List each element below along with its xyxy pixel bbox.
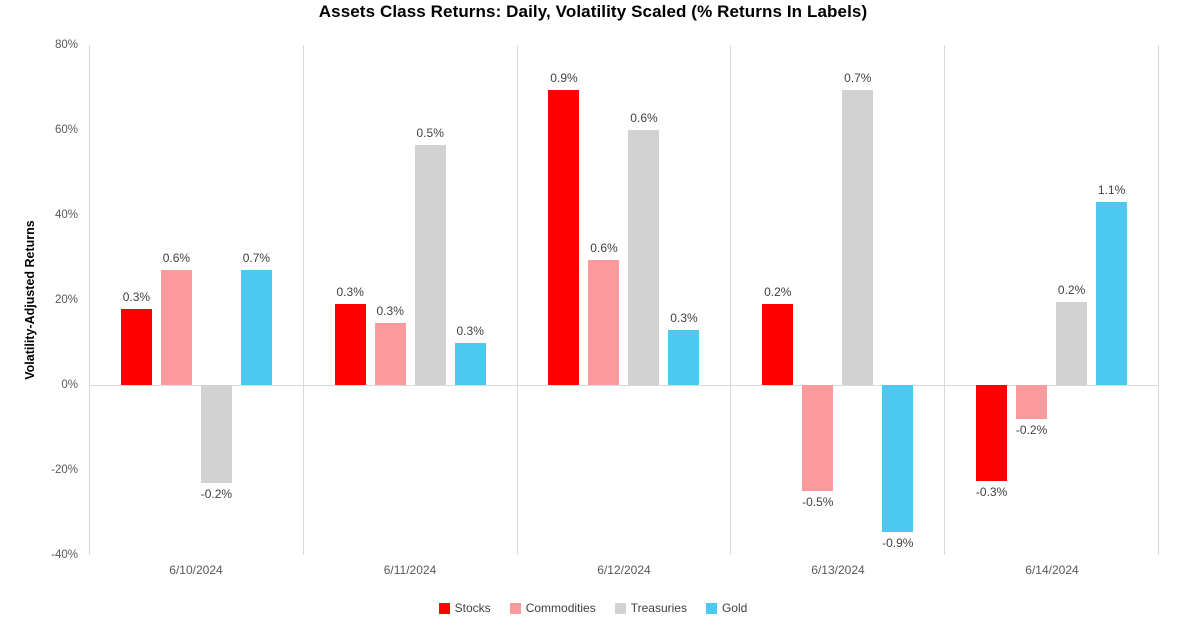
bar-stocks [762,304,794,385]
chart-title: Assets Class Returns: Daily, Volatility … [318,2,868,21]
y-axis-tick-labels: 80% 60% 40% 20% 0% -20% -40% [0,39,78,561]
x-axis-label: 6/10/2024 [169,563,223,577]
category-group-6-12-2024: 0.9% 0.6% 0.6% 0.3% [518,45,732,555]
bar-gold [240,270,272,385]
bar-slot-treasuries: 0.7% [842,45,874,555]
bar-slot-stocks: 0.3% [120,45,152,555]
bar-value-label: 0.5% [416,125,444,140]
category-group-6-10-2024: 0.3% 0.6% -0.2% 0.7% [90,45,304,555]
x-axis-label: 6/14/2024 [1025,563,1079,577]
bar-slot-stocks: 0.9% [548,45,580,555]
category-group-6-11-2024: 0.3% 0.3% 0.5% 0.3% [304,45,518,555]
bar-slot-stocks: -0.3% [976,45,1007,555]
bar-value-label: -0.2% [1015,423,1048,437]
bar-slot-gold: 1.1% [1096,45,1128,555]
bar-stocks [334,304,366,385]
legend-swatch-icon [705,602,717,614]
bar-commodities [160,270,192,385]
bar-commodities [1016,385,1048,419]
bar-slot-gold: 0.3% [454,45,486,555]
bar-stocks [120,308,152,385]
x-axis-label: 6/13/2024 [811,563,865,577]
bar-value-label: -0.9% [882,535,914,550]
y-tick-label: 60% [54,124,78,136]
bar-value-label: 0.2% [1057,283,1086,298]
bar-slot-treasuries: 0.5% [414,45,446,555]
bar-value-label: 0.3% [670,310,698,325]
bar-slot-treasuries: -0.2% [201,45,232,555]
bar-value-label: 0.9% [550,70,578,85]
bar-slot-commodities: 0.6% [160,45,192,555]
legend-label: Treasuries [630,601,687,615]
bar-slot-stocks: 0.2% [762,45,794,555]
legend-item-stocks: Stocks [438,601,491,615]
bar-value-label: 0.7% [844,70,872,85]
bar-slot-stocks: 0.3% [334,45,366,555]
legend-item-commodities: Commodities [509,601,596,615]
bar-value-label: 0.2% [764,285,792,300]
legend-item-gold: Gold [705,601,748,615]
y-tick-label: 80% [54,39,78,51]
bar-slot-commodities: -0.2% [1016,45,1047,555]
y-tick-label: -20% [51,464,78,476]
x-axis-label: 6/12/2024 [597,563,651,577]
y-tick-label: 20% [54,294,78,306]
bar-commodities [374,323,406,385]
bar-slot-gold: -0.9% [882,45,913,555]
bar-value-label: -0.2% [200,486,233,501]
bar-treasuries [1056,302,1088,385]
bar-stocks [976,385,1008,481]
legend-item-treasuries: Treasuries [614,601,687,615]
bar-gold [1096,202,1128,385]
bar-value-label: 0.6% [630,111,658,125]
legend-label: Commodities [525,601,596,615]
bar-stocks [548,89,580,385]
bar-slot-commodities: 0.3% [374,45,406,555]
legend-label: Stocks [454,601,491,615]
bar-value-label: 1.1% [1097,183,1126,198]
bar-slot-commodities: -0.5% [802,45,833,555]
bar-gold [668,329,700,385]
y-tick-label: -40% [51,549,78,561]
bar-commodities [588,259,620,385]
bar-value-label: 0.7% [242,251,271,266]
bar-value-label: 0.6% [590,240,618,255]
bar-slot-treasuries: 0.2% [1056,45,1088,555]
bar-slot-treasuries: 0.6% [628,45,660,555]
bar-slot-commodities: 0.6% [588,45,620,555]
bar-value-label: 0.3% [336,285,364,300]
bar-value-label: 0.6% [162,251,191,266]
bar-treasuries [414,144,446,385]
bar-value-label: -0.5% [802,495,834,510]
x-axis-labels: 6/10/2024 6/11/2024 6/12/2024 6/13/2024 6/14… [89,563,1159,577]
category-group-6-14-2024: -0.3% -0.2% 0.2% 1.1% [945,45,1158,555]
bar-gold [454,342,486,385]
legend-swatch-icon [509,602,521,614]
bar-commodities [802,385,834,492]
bar-slot-gold: 0.7% [240,45,272,555]
bar-treasuries [842,89,874,385]
legend: Stocks Commodities Treasuries Gold [0,601,1186,615]
category-group-6-13-2024: 0.2% -0.5% 0.7% -0.9% [731,45,946,555]
zero-axis-line [90,385,1158,386]
bar-value-label: 0.3% [376,304,404,319]
y-tick-label: 40% [54,209,78,221]
x-axis-label: 6/11/2024 [383,563,437,577]
bar-value-label: -0.3% [975,484,1008,499]
legend-swatch-icon [438,602,450,614]
legend-label: Gold [721,601,748,615]
bar-gold [882,385,914,532]
y-tick-label: 0% [61,379,78,391]
plot-area: 0.3% 0.6% -0.2% 0.7% 0.3% 0.3% 0.5% 0.3% 0.9% 0.6… [89,45,1159,555]
legend-swatch-icon [614,602,626,614]
bar-slot-gold: 0.3% [668,45,700,555]
bar-value-label: 0.3% [456,323,484,338]
bar-value-label: 0.3% [122,289,151,304]
bar-treasuries [200,385,232,483]
bar-treasuries [628,130,660,385]
